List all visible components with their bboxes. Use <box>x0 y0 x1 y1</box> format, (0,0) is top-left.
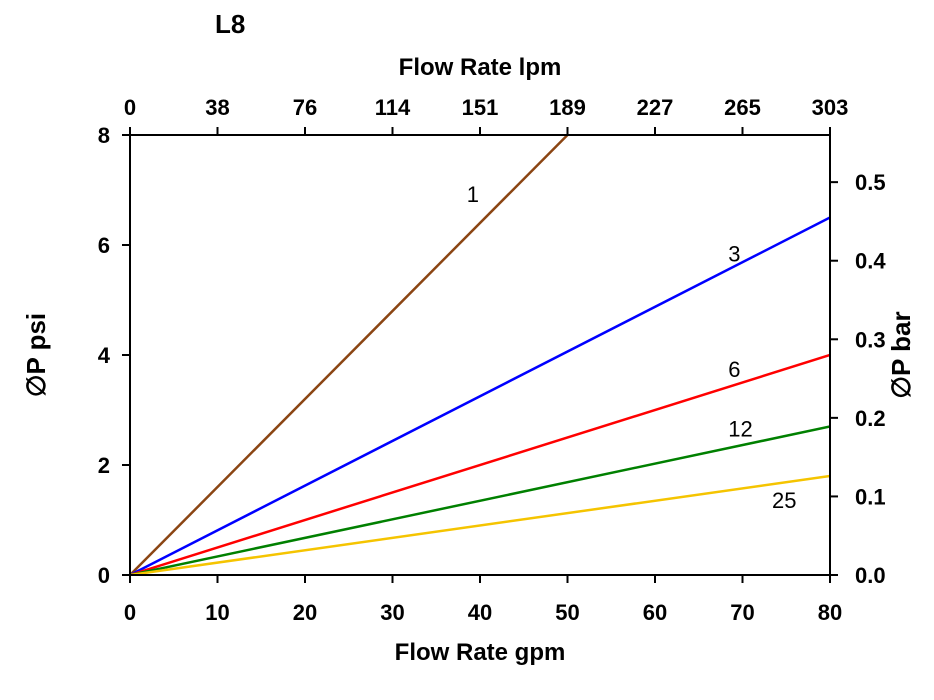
y-right-axis-label: ∅P bar <box>886 311 916 398</box>
chart-title: L8 <box>215 9 245 40</box>
y-left-tick-label: 4 <box>98 343 111 368</box>
series-label: 3 <box>728 242 740 267</box>
x-bottom-tick-label: 50 <box>555 600 579 625</box>
x-top-axis-label: Flow Rate lpm <box>399 54 562 81</box>
x-top-tick-label: 265 <box>724 95 761 120</box>
x-top-tick-label: 151 <box>462 95 499 120</box>
y-left-axis-label: ∅P psi <box>21 313 51 397</box>
x-bottom-tick-label: 70 <box>730 600 754 625</box>
series-label: 1 <box>467 182 479 207</box>
series-label: 6 <box>728 357 740 382</box>
x-top-tick-label: 189 <box>549 95 586 120</box>
x-bottom-tick-label: 60 <box>643 600 667 625</box>
x-bottom-tick-label: 80 <box>818 600 842 625</box>
x-bottom-tick-label: 20 <box>293 600 317 625</box>
x-bottom-tick-label: 30 <box>380 600 404 625</box>
x-top-tick-label: 227 <box>637 95 674 120</box>
y-right-tick-label: 0.1 <box>855 484 886 509</box>
x-top-tick-label: 114 <box>375 95 411 120</box>
y-right-tick-label: 0.2 <box>855 406 886 431</box>
series-label: 12 <box>728 417 752 442</box>
series-label: 25 <box>772 488 796 513</box>
x-top-tick-label: 303 <box>812 95 849 120</box>
chart-svg: 01020304050607080Flow Rate gpm0387611415… <box>0 0 934 700</box>
y-right-tick-label: 0.5 <box>855 170 886 195</box>
y-left-tick-label: 6 <box>98 233 110 258</box>
y-right-tick-label: 0.4 <box>855 249 886 274</box>
x-top-tick-label: 76 <box>293 95 317 120</box>
y-right-tick-label: 0.3 <box>855 327 886 352</box>
x-bottom-tick-label: 10 <box>205 600 229 625</box>
x-bottom-axis-label: Flow Rate gpm <box>395 639 566 666</box>
y-left-tick-label: 8 <box>98 123 110 148</box>
x-bottom-tick-label: 0 <box>124 600 136 625</box>
y-left-tick-label: 0 <box>98 563 110 588</box>
x-bottom-tick-label: 40 <box>468 600 492 625</box>
y-right-tick-label: 0.0 <box>855 563 886 588</box>
x-top-tick-label: 38 <box>205 95 229 120</box>
x-top-tick-label: 0 <box>124 95 136 120</box>
pressure-flow-chart: L8 01020304050607080Flow Rate gpm0387611… <box>0 0 934 700</box>
y-left-tick-label: 2 <box>98 453 110 478</box>
